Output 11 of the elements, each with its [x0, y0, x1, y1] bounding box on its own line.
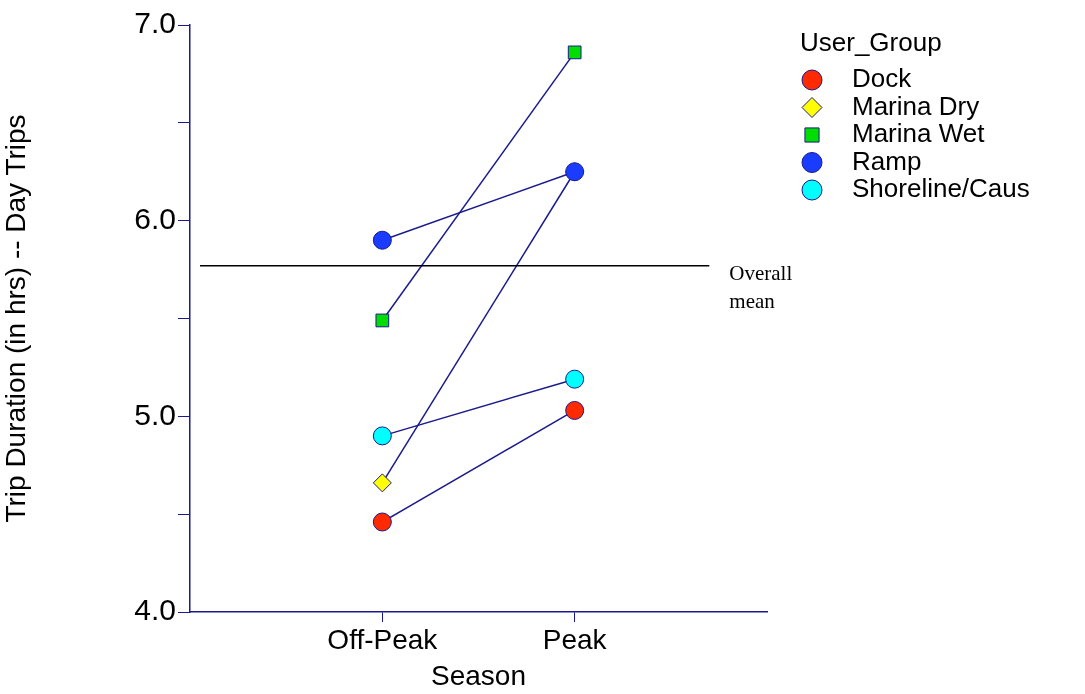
y-tick-label: 5.0: [134, 397, 176, 431]
x-tick-label: Off-Peak: [327, 623, 439, 655]
y-tick-label: 6.0: [134, 201, 176, 235]
legend-title: User_Group: [800, 27, 942, 58]
ref-line-label: Overall mean: [729, 261, 793, 314]
y-tick-label: 4.0: [134, 593, 176, 627]
legend-label: Ramp: [852, 145, 922, 176]
y-tick-label: 7.0: [134, 6, 176, 40]
x-tick-label: Peak: [542, 623, 608, 655]
y-axis-title: Trip Duration (in hrs) -- Day Trips: [0, 114, 31, 523]
x-axis-title: Season: [431, 659, 526, 691]
